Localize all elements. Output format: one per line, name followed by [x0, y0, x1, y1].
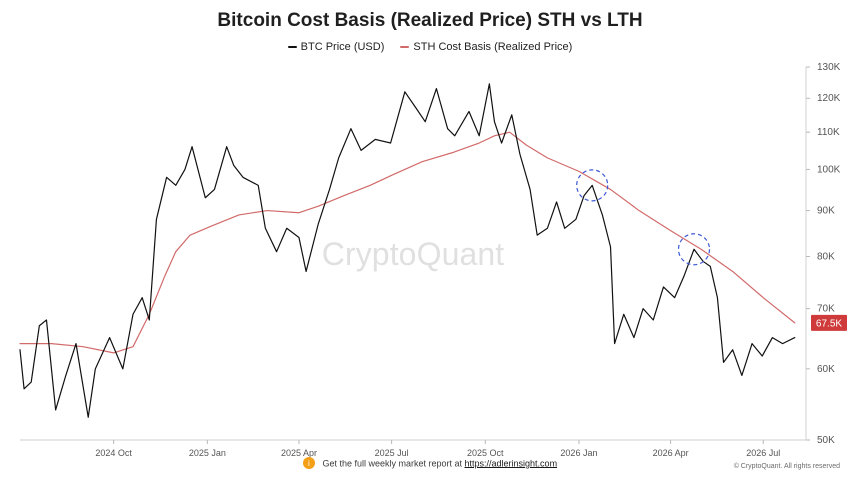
- sth-value-label: 67.5K: [816, 318, 842, 329]
- sth-cost-basis-line: [19, 131, 796, 354]
- y-tick-label: 50K: [817, 435, 835, 446]
- legend-label-sth-cost-basis: STH Cost Basis (Realized Price): [413, 41, 573, 53]
- x-tick-label: 2026 Jan: [560, 448, 597, 458]
- footer-note: i Get the full weekly market report at h…: [0, 457, 860, 470]
- y-tick-label: 70K: [817, 304, 835, 315]
- x-tick-label: 2025 Apr: [281, 448, 317, 458]
- footer-text: Get the full weekly market report at: [322, 458, 462, 469]
- copyright: © CryptoQuant. All rights reserved: [732, 463, 840, 470]
- legend-item-sth-cost-basis: STH Cost Basis (Realized Price): [400, 41, 572, 53]
- y-tick-label: 110K: [817, 127, 840, 138]
- footer-link[interactable]: https://adlerinsight.com: [464, 458, 558, 469]
- legend-label-btc-price: BTC Price (USD): [300, 41, 385, 53]
- x-tick-label: 2026 Jul: [746, 448, 780, 458]
- y-tick-label: 90K: [817, 206, 835, 217]
- legend-item-btc-price: BTC Price (USD): [287, 41, 385, 53]
- x-tick-label: 2025 Jul: [375, 448, 409, 458]
- chart-title: Bitcoin Cost Basis (Realized Price) STH …: [217, 10, 643, 31]
- annotation-circle-1: [576, 169, 609, 202]
- x-tick-label: 2025 Jan: [189, 448, 226, 458]
- x-tick-label: 2025 Oct: [467, 448, 504, 458]
- chart-legend: BTC Price (USD) STH Cost Basis (Realized…: [0, 41, 860, 53]
- y-tick-label: 80K: [817, 252, 835, 263]
- x-tick-label: 2026 Apr: [653, 448, 689, 458]
- btc-price-line: [19, 83, 796, 418]
- y-tick-label: 120K: [817, 93, 841, 104]
- y-tick-label: 100K: [817, 164, 841, 175]
- copyright-text: © CryptoQuant. All rights reserved: [733, 463, 840, 470]
- circle-info-icon: i: [302, 457, 315, 469]
- x-tick-label: 2024 Oct: [95, 448, 132, 458]
- annotation-circle-2: [677, 233, 711, 266]
- y-tick-label: 60K: [817, 364, 835, 375]
- legend-swatch-btc-price: [287, 46, 297, 48]
- y-tick-label: 130K: [817, 62, 841, 73]
- sth-value-label-box: [811, 314, 847, 331]
- legend-swatch-sth-cost-basis: [400, 46, 410, 48]
